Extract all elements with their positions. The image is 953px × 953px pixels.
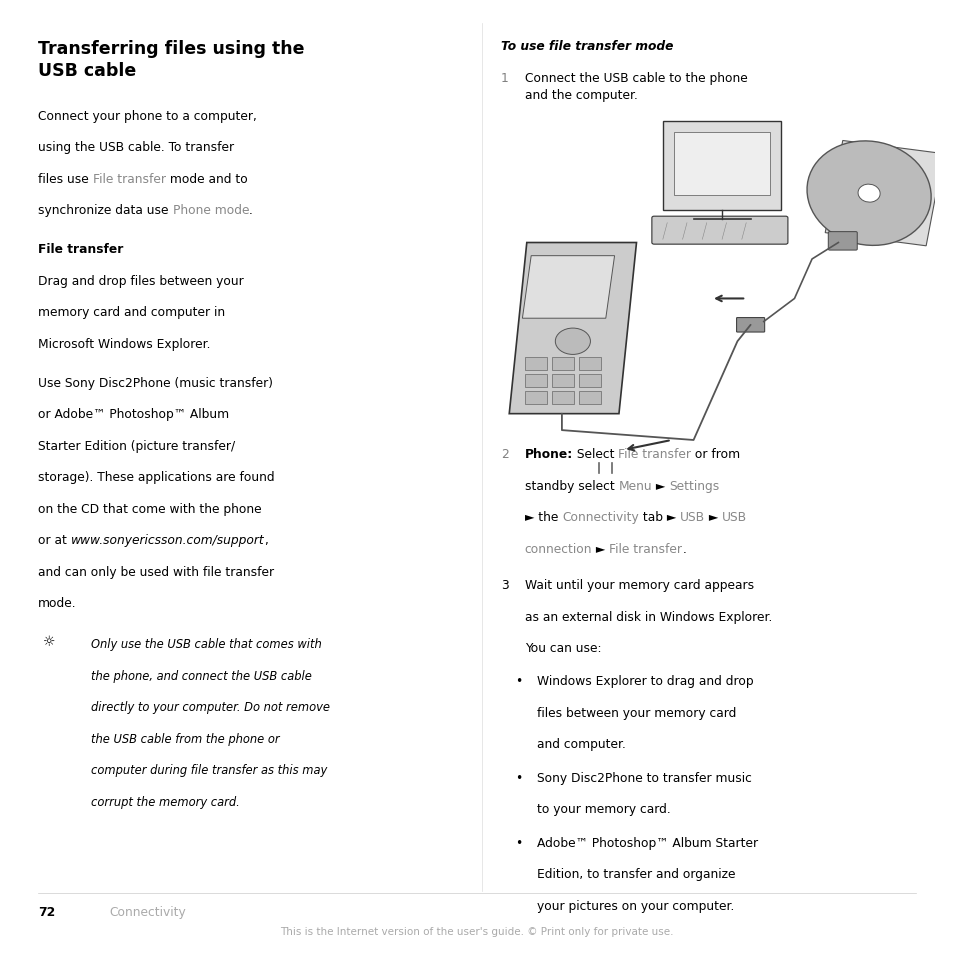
Text: www.sonyericsson.com/support: www.sonyericsson.com/support (71, 534, 264, 547)
Text: files use: files use (38, 172, 92, 186)
Text: Adobe™ Photoshop™ Album Starter: Adobe™ Photoshop™ Album Starter (537, 836, 758, 849)
Text: ►: ► (704, 511, 721, 524)
Text: Transferring files using the
USB cable: Transferring files using the USB cable (38, 40, 304, 79)
Text: tab ►: tab ► (638, 511, 679, 524)
Text: USB: USB (679, 511, 704, 524)
Text: Microsoft Windows Explorer.: Microsoft Windows Explorer. (38, 337, 211, 351)
Text: Starter Edition (picture transfer/: Starter Edition (picture transfer/ (38, 439, 235, 453)
Text: Drag and drop files between your: Drag and drop files between your (38, 274, 244, 288)
Text: You can use:: You can use: (524, 641, 600, 655)
Text: Settings: Settings (668, 479, 719, 493)
Text: 3: 3 (500, 578, 508, 592)
Text: connection: connection (524, 542, 592, 556)
Text: ,: , (264, 534, 268, 547)
Text: Connectivity: Connectivity (561, 511, 638, 524)
Text: as an external disk in Windows Explorer.: as an external disk in Windows Explorer. (524, 610, 771, 623)
Text: Connect your phone to a computer,: Connect your phone to a computer, (38, 110, 256, 123)
Text: •: • (515, 675, 522, 688)
Text: Use Sony Disc2Phone (music transfer): Use Sony Disc2Phone (music transfer) (38, 376, 273, 390)
Text: your pictures on your computer.: your pictures on your computer. (537, 899, 734, 912)
Text: ►: ► (592, 542, 609, 556)
Text: Phone mode: Phone mode (172, 204, 249, 217)
Text: .: . (249, 204, 253, 217)
Text: Connect the USB cable to the phone
and the computer.: Connect the USB cable to the phone and t… (524, 71, 746, 101)
Text: To use file transfer mode: To use file transfer mode (500, 40, 673, 53)
Text: 2: 2 (500, 448, 508, 461)
Text: computer during file transfer as this may: computer during file transfer as this ma… (91, 763, 327, 777)
Text: •: • (515, 836, 522, 849)
Text: or from: or from (691, 448, 740, 461)
Text: memory card and computer in: memory card and computer in (38, 306, 225, 319)
Text: storage). These applications are found: storage). These applications are found (38, 471, 274, 484)
Text: files between your memory card: files between your memory card (537, 706, 736, 720)
Text: Edition, to transfer and organize: Edition, to transfer and organize (537, 867, 735, 881)
Text: or at: or at (38, 534, 71, 547)
Text: USB: USB (721, 511, 746, 524)
Text: 72: 72 (38, 905, 55, 919)
Text: .: . (681, 542, 685, 556)
Text: File transfer: File transfer (92, 172, 166, 186)
Text: File transfer: File transfer (618, 448, 691, 461)
Text: Connectivity: Connectivity (110, 905, 186, 919)
Text: File transfer: File transfer (609, 542, 681, 556)
Text: ☼: ☼ (43, 635, 55, 649)
Text: Sony Disc2Phone to transfer music: Sony Disc2Phone to transfer music (537, 771, 751, 784)
Text: and computer.: and computer. (537, 738, 625, 751)
Text: synchronize data use: synchronize data use (38, 204, 172, 217)
Text: Select: Select (573, 448, 618, 461)
Text: standby select: standby select (524, 479, 618, 493)
Text: ► the: ► the (524, 511, 561, 524)
Text: using the USB cable. To transfer: using the USB cable. To transfer (38, 141, 234, 154)
Text: •: • (515, 771, 522, 784)
Text: the phone, and connect the USB cable: the phone, and connect the USB cable (91, 669, 312, 682)
Text: Menu: Menu (618, 479, 651, 493)
Text: ►: ► (651, 479, 668, 493)
Text: File transfer: File transfer (38, 243, 123, 256)
Text: the USB cable from the phone or: the USB cable from the phone or (91, 732, 279, 745)
Text: 1: 1 (500, 71, 508, 85)
Text: corrupt the memory card.: corrupt the memory card. (91, 795, 239, 808)
Text: to your memory card.: to your memory card. (537, 802, 670, 816)
Text: and can only be used with file transfer: and can only be used with file transfer (38, 565, 274, 578)
Text: mode.: mode. (38, 597, 76, 610)
Text: on the CD that come with the phone: on the CD that come with the phone (38, 502, 261, 516)
Text: Only use the USB cable that comes with: Only use the USB cable that comes with (91, 638, 321, 651)
Text: directly to your computer. Do not remove: directly to your computer. Do not remove (91, 700, 330, 714)
Text: Wait until your memory card appears: Wait until your memory card appears (524, 578, 753, 592)
Text: This is the Internet version of the user's guide. © Print only for private use.: This is the Internet version of the user… (280, 926, 673, 936)
Text: mode and to: mode and to (166, 172, 247, 186)
Text: Windows Explorer to drag and drop: Windows Explorer to drag and drop (537, 675, 753, 688)
Text: or Adobe™ Photoshop™ Album: or Adobe™ Photoshop™ Album (38, 408, 229, 421)
Text: Phone:: Phone: (524, 448, 573, 461)
